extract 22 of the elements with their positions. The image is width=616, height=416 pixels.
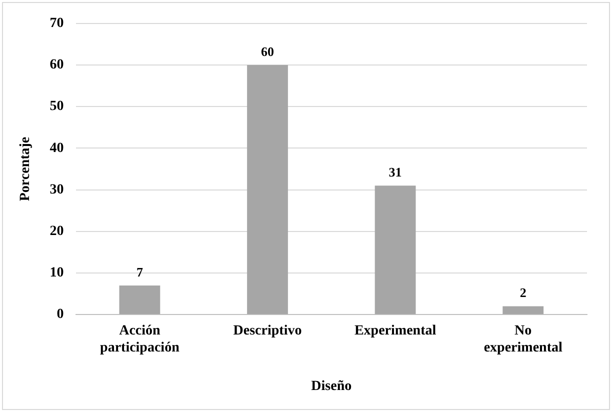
x-tick-label: Acción participación — [100, 324, 180, 356]
data-label: 2 — [520, 285, 526, 300]
x-tick-label: Descriptivo — [233, 324, 302, 339]
bar — [119, 285, 160, 314]
y-tick-label: 60 — [50, 58, 64, 73]
data-label: 60 — [261, 44, 274, 59]
x-tick-label: Experimental — [354, 324, 436, 339]
y-tick-label: 0 — [56, 307, 64, 322]
y-axis-title: Porcentaje — [18, 136, 34, 202]
x-tick-label: No experimental — [484, 324, 562, 356]
data-label: 31 — [388, 164, 402, 180]
x-axis-title: Diseño — [311, 379, 352, 394]
y-tick-label: 10 — [50, 266, 64, 281]
bar — [247, 65, 288, 314]
y-tick-label: 20 — [50, 224, 64, 240]
data-label: 7 — [136, 264, 144, 280]
y-tick-label: 40 — [50, 140, 64, 156]
y-tick-label: 50 — [50, 99, 64, 114]
bar — [502, 306, 544, 314]
y-tick-label: 70 — [50, 16, 64, 32]
y-tick-label: 30 — [50, 182, 64, 198]
bar — [374, 186, 416, 314]
